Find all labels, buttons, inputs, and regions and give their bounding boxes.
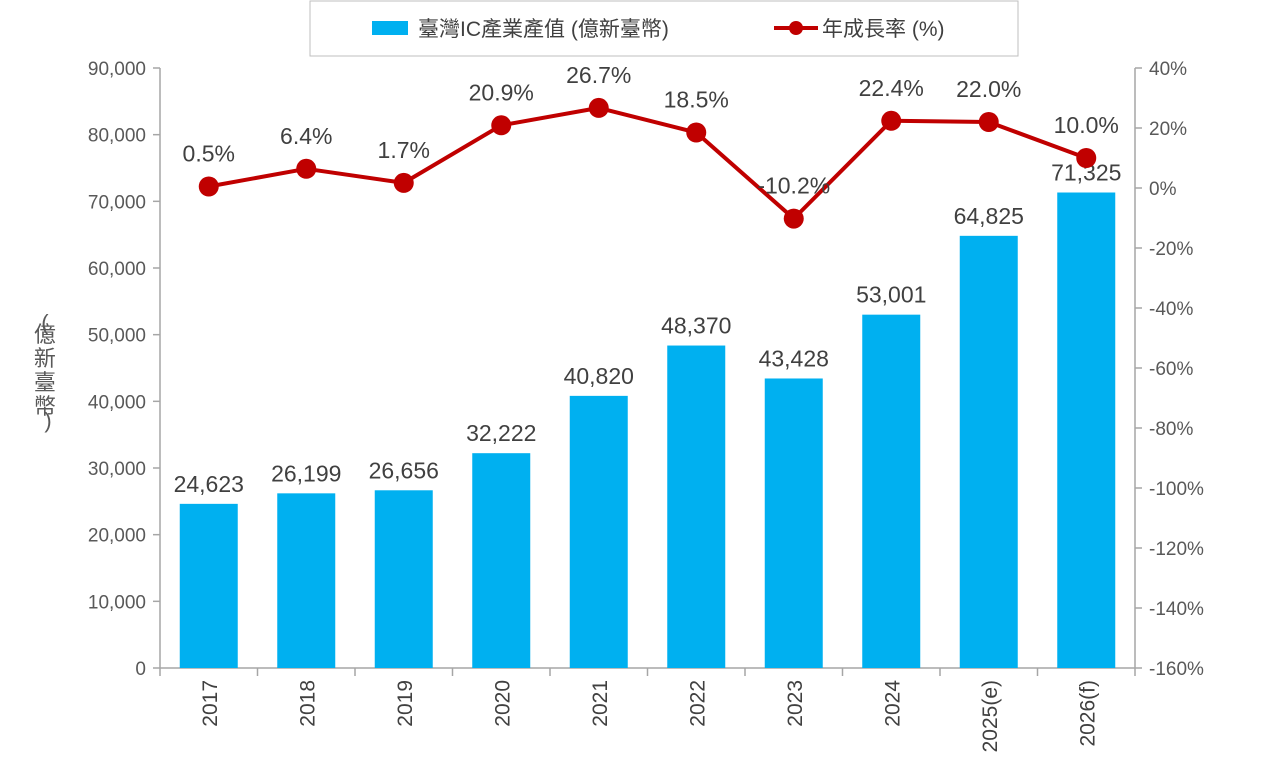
bar-value-label: 26,199: [271, 460, 341, 486]
bar-data-labels: 24,623 26,199 26,656 32,222 40,820 48,370 43,4…: [174, 160, 1122, 497]
bar: [959, 235, 1018, 669]
growth-value-label: -10.2%: [757, 173, 830, 199]
legend-frame: [309, 0, 1019, 57]
legend-line-marker: [789, 21, 803, 35]
bar: [179, 503, 238, 668]
growth-point: [881, 110, 902, 131]
category-label: 2021: [589, 680, 612, 727]
right-tick-label: -160%: [1149, 659, 1204, 680]
right-tick-label: -80%: [1149, 419, 1193, 440]
growth-point: [198, 176, 219, 197]
bar-value-label: 40,820: [564, 363, 634, 389]
right-tick-label: -120%: [1149, 539, 1204, 560]
legend: 臺灣IC產業產值 (億新臺幣) 年成長率 (%): [309, 0, 1019, 57]
bar-value-label: 48,370: [661, 313, 731, 339]
category-label: 2022: [686, 680, 709, 727]
category-label: 2019: [394, 680, 417, 727]
bar: [667, 345, 726, 668]
category-label: 2024: [881, 680, 904, 727]
bar: [374, 490, 433, 668]
bar-value-label: 43,428: [759, 345, 829, 371]
left-tick-label: 20,000: [88, 526, 146, 547]
bar-series: [179, 192, 1116, 669]
growth-value-label: 22.0%: [956, 76, 1021, 102]
left-axis-ticks: 0 10,000 20,000 30,000 40,000 50,000 60,000 70,…: [88, 59, 160, 680]
left-axis-title: ( 億 新 臺 幣 ): [34, 310, 62, 433]
bar: [472, 453, 531, 668]
legend-line-label: 年成長率 (%): [822, 18, 945, 41]
left-tick-label: 90,000: [88, 59, 146, 80]
bar: [277, 493, 336, 668]
bar: [764, 378, 823, 668]
growth-point: [393, 172, 414, 193]
left-tick-label: 0: [135, 659, 146, 680]
growth-point: [491, 115, 512, 136]
growth-value-label: 10.0%: [1054, 112, 1119, 138]
left-tick-label: 10,000: [88, 592, 146, 613]
line-series: [198, 97, 1097, 229]
left-tick-label: 50,000: [88, 326, 146, 347]
left-tick-label: 30,000: [88, 459, 146, 480]
right-tick-label: 40%: [1149, 59, 1187, 80]
category-labels: 2017 2018 2019 2020 2021 2022 2023 2024 2025(e) 2…: [159, 668, 1136, 752]
bar: [1057, 192, 1116, 668]
growth-value-label: 18.5%: [664, 87, 729, 113]
growth-value-label: 1.7%: [378, 137, 430, 163]
right-tick-label: -140%: [1149, 599, 1204, 620]
bar: [569, 395, 628, 668]
growth-value-label: 26.7%: [566, 62, 631, 88]
growth-point: [686, 122, 707, 143]
category-label: 2017: [199, 680, 222, 727]
bar-value-label: 24,623: [174, 471, 244, 497]
growth-point: [1076, 148, 1097, 168]
bar-value-label: 53,001: [856, 282, 926, 308]
right-tick-label: -60%: [1149, 359, 1193, 380]
growth-point: [588, 97, 609, 118]
right-tick-label: -40%: [1149, 299, 1193, 320]
right-tick-label: 20%: [1149, 119, 1187, 140]
legend-bar-swatch: [372, 21, 408, 35]
category-label: 2023: [784, 680, 807, 727]
left-tick-label: 60,000: [88, 259, 146, 280]
line-data-labels: 0.5% 6.4% 1.7% 20.9% 26.7% 18.5% -10.2% 22.4% 22…: [183, 62, 1119, 199]
legend-bar-label: 臺灣IC產業產值 (億新臺幣): [418, 18, 669, 41]
left-tick-label: 70,000: [88, 192, 146, 213]
growth-point: [783, 208, 804, 229]
right-axis-ticks: -160% -140% -120% -100% -80% -60% -40% -20% 0% 20…: [1135, 59, 1204, 680]
category-label: 2020: [491, 680, 514, 727]
right-tick-label: -100%: [1149, 479, 1204, 500]
growth-point: [978, 112, 999, 132]
bar-value-label: 26,656: [369, 457, 439, 483]
category-label: 2025(e): [979, 680, 1002, 752]
bar-value-label: 64,825: [954, 203, 1024, 229]
growth-value-label: 22.4%: [859, 75, 924, 101]
growth-value-label: 20.9%: [469, 79, 534, 105]
category-label: 2018: [296, 680, 319, 727]
growth-point: [296, 158, 317, 179]
right-tick-label: -20%: [1149, 239, 1193, 260]
right-tick-label: 0%: [1149, 179, 1177, 200]
left-tick-label: 40,000: [88, 392, 146, 413]
bar-value-label: 32,222: [466, 420, 536, 446]
category-label: 2026(f): [1076, 680, 1099, 747]
growth-value-label: 6.4%: [280, 123, 332, 149]
growth-value-label: 0.5%: [183, 141, 235, 167]
growth-line: [208, 105, 1087, 221]
bar: [862, 314, 921, 668]
left-tick-label: 80,000: [88, 126, 146, 147]
